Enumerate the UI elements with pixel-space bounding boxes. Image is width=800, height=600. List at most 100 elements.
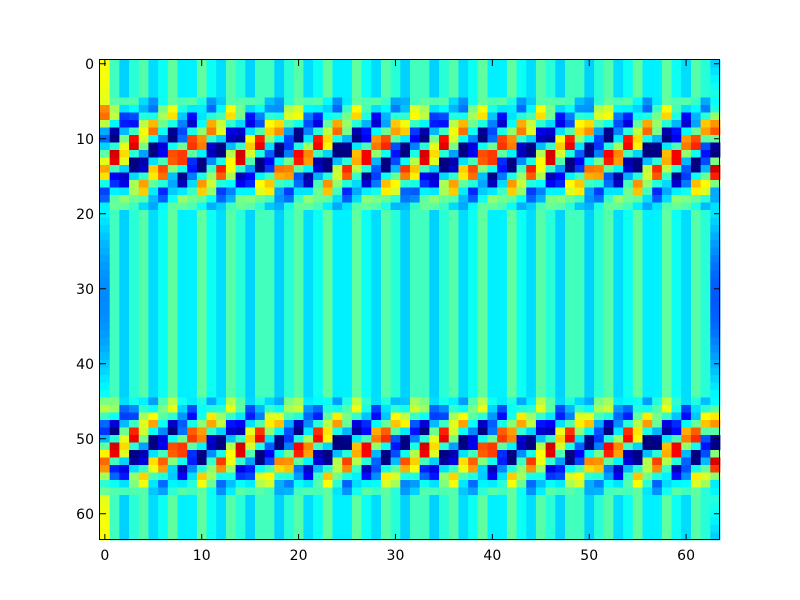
- heatmap-cell: [526, 165, 537, 173]
- heatmap-cell: [419, 255, 430, 263]
- heatmap-cell: [652, 502, 663, 511]
- heatmap-cell: [303, 300, 314, 308]
- heatmap-cell: [255, 322, 266, 331]
- heatmap-cell: [429, 360, 440, 368]
- heatmap-cell: [477, 150, 488, 158]
- heatmap-cell: [439, 75, 450, 83]
- heatmap-cell: [574, 382, 585, 391]
- heatmap-cell: [516, 307, 527, 316]
- heatmap-cell: [613, 525, 624, 533]
- heatmap-cell: [332, 517, 343, 526]
- heatmap-cell: [448, 165, 459, 173]
- heatmap-cell: [380, 67, 392, 76]
- heatmap-cell: [380, 465, 392, 473]
- heatmap-cell: [642, 187, 653, 196]
- heatmap-cell: [225, 532, 237, 541]
- heatmap-cell: [390, 472, 401, 481]
- heatmap-cell: [429, 82, 440, 91]
- heatmap-cell: [681, 225, 692, 233]
- heatmap-cell: [623, 532, 634, 541]
- heatmap-cell: [535, 292, 547, 301]
- heatmap-cell: [710, 97, 721, 106]
- heatmap-cell: [700, 150, 711, 158]
- heatmap-cell: [322, 480, 333, 488]
- heatmap-cell: [487, 232, 498, 241]
- heatmap-cell: [390, 525, 401, 533]
- heatmap-cell: [545, 270, 556, 278]
- heatmap-cell: [148, 67, 159, 76]
- heatmap-cell: [439, 172, 450, 181]
- heatmap-cell: [158, 532, 169, 541]
- heatmap-cell: [390, 232, 401, 241]
- heatmap-cell: [690, 480, 702, 488]
- heatmap-cell: [380, 345, 392, 353]
- heatmap-cell: [235, 352, 246, 361]
- heatmap-cell: [313, 240, 324, 248]
- heatmap-cell: [158, 105, 169, 113]
- heatmap-cell: [526, 472, 537, 481]
- heatmap-cell: [661, 105, 672, 113]
- heatmap-cell: [690, 247, 702, 256]
- heatmap-cell: [574, 457, 585, 466]
- heatmap-cell: [497, 255, 508, 263]
- heatmap-cell: [487, 457, 498, 466]
- heatmap-cell: [429, 345, 440, 353]
- heatmap-cell: [148, 412, 159, 421]
- heatmap-cell: [632, 480, 643, 488]
- heatmap-cell: [371, 315, 382, 323]
- heatmap-cell: [497, 525, 508, 533]
- heatmap-cell: [148, 517, 159, 526]
- heatmap-cell: [351, 352, 362, 361]
- heatmap-cell: [313, 420, 324, 428]
- heatmap-cell: [477, 337, 488, 346]
- heatmap-cell: [342, 495, 353, 503]
- heatmap-cell: [322, 135, 333, 143]
- heatmap-cell: [429, 150, 440, 158]
- heatmap-cell: [603, 330, 614, 338]
- heatmap-cell: [274, 525, 285, 533]
- heatmap-cell: [477, 367, 488, 376]
- heatmap-cell: [555, 300, 566, 308]
- heatmap-cell: [351, 472, 362, 481]
- heatmap-cell: [710, 405, 721, 413]
- heatmap-cell: [661, 390, 672, 398]
- heatmap-cell: [468, 532, 479, 541]
- heatmap-cell: [225, 292, 237, 301]
- heatmap-cell: [177, 292, 188, 301]
- heatmap-cell: [661, 480, 672, 488]
- heatmap-cell: [506, 210, 517, 218]
- heatmap-cell: [506, 60, 517, 68]
- heatmap-cell: [158, 405, 169, 413]
- heatmap-cell: [661, 435, 672, 443]
- heatmap-cell: [410, 262, 421, 271]
- heatmap-cell: [187, 270, 198, 278]
- heatmap-cell: [526, 345, 537, 353]
- heatmap-cell: [390, 292, 401, 301]
- heatmap-cell: [700, 472, 711, 481]
- heatmap-cell: [400, 225, 411, 233]
- heatmap-cell: [235, 480, 246, 488]
- heatmap-cell: [410, 247, 421, 256]
- heatmap-cell: [690, 502, 702, 511]
- heatmap-cell: [526, 67, 537, 76]
- heatmap-cell: [506, 90, 517, 98]
- heatmap-cell: [187, 90, 198, 98]
- heatmap-cell: [196, 345, 207, 353]
- heatmap-cell: [206, 210, 217, 218]
- heatmap-cell: [216, 382, 227, 391]
- heatmap-cell: [497, 405, 508, 413]
- heatmap-cell: [158, 277, 169, 286]
- heatmap-cell: [216, 202, 227, 211]
- heatmap-cell: [555, 375, 566, 383]
- heatmap-cell: [410, 285, 421, 293]
- heatmap-cell: [313, 450, 324, 458]
- heatmap-cell: [468, 487, 479, 496]
- heatmap-cell: [274, 517, 285, 526]
- heatmap-cell: [671, 165, 682, 173]
- heatmap-cell: [148, 97, 159, 106]
- heatmap-cell: [700, 517, 711, 526]
- heatmap-cell: [526, 202, 537, 211]
- heatmap-cell: [361, 270, 372, 278]
- heatmap-cell: [225, 270, 237, 278]
- heatmap-cell: [642, 120, 653, 128]
